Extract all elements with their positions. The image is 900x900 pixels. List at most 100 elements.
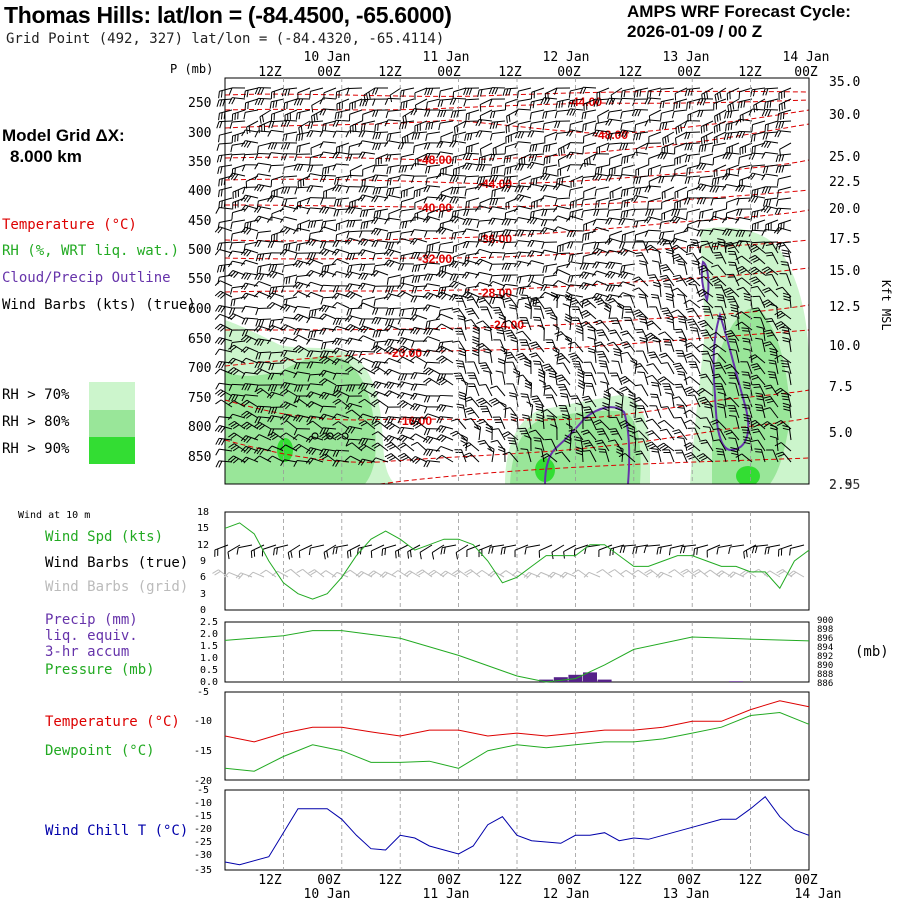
wind-barb [618, 174, 636, 182]
wind-barb-true [764, 544, 781, 555]
wind-barb [399, 219, 415, 230]
wind-barb [489, 230, 506, 240]
wind-barb [227, 172, 246, 181]
wind-barb [761, 186, 779, 194]
wind-barb [389, 87, 402, 103]
wind-barb [254, 205, 272, 214]
mb-tick-888: 888 [817, 670, 833, 680]
wind-barb [357, 357, 376, 364]
wind-barb [449, 174, 467, 183]
wind-barb [358, 318, 376, 326]
wind-barb [488, 87, 506, 95]
wind-barb [397, 452, 415, 463]
wind-barb-true [273, 544, 289, 556]
wind-barb [748, 354, 766, 364]
kft-axis-title: Kft MSL [879, 280, 893, 331]
wind-barb [426, 241, 441, 253]
wind-barb [215, 448, 233, 456]
wind-barb [769, 303, 779, 320]
wind-barb [635, 164, 649, 177]
wind-barb [318, 313, 337, 321]
wind-barb [254, 97, 272, 106]
wind-barb [305, 269, 324, 277]
wind-barb [616, 390, 624, 408]
wind-barb [774, 442, 792, 452]
wind-barb [633, 363, 649, 375]
wind-barb [560, 392, 571, 408]
wind-barb [712, 153, 727, 165]
wind-barb [464, 319, 480, 331]
wind-barb [280, 153, 298, 161]
wind-barb [609, 186, 623, 200]
wind-barb [357, 302, 376, 309]
wind-barb [684, 131, 701, 140]
wind-barb [396, 381, 415, 389]
wind-barb [658, 230, 675, 240]
wind-barb [435, 345, 454, 354]
wind-barb-true [598, 544, 613, 557]
wind-barb [639, 337, 649, 353]
wind-barb-grid [284, 568, 301, 578]
wind-barb [726, 273, 740, 287]
wind-barb [358, 140, 376, 147]
mb-tick-898: 898 [817, 625, 833, 635]
wind-barb [579, 262, 597, 271]
wind-barb [243, 219, 259, 230]
wind-barb [386, 131, 402, 141]
wind-barb [410, 326, 428, 335]
wind-barb [483, 348, 493, 364]
wind-barb [436, 404, 454, 412]
pressure-ticks: 250 300 350 400 450 500 550 600 650 700 … [188, 96, 211, 465]
wind-barb [723, 363, 740, 375]
wind-barb [319, 432, 337, 441]
wind-barb [658, 87, 675, 97]
wind-barb [216, 142, 233, 151]
wind-barb [465, 296, 480, 309]
wind-barb-true [323, 544, 337, 560]
wind-barb [607, 197, 623, 208]
wind-barb [240, 346, 259, 354]
wind-barb [241, 164, 259, 172]
wind-barb [519, 339, 532, 353]
wind-barb [229, 120, 246, 129]
wind-barb [748, 195, 766, 204]
wind-barb [569, 197, 584, 210]
wind-barb-grid [523, 571, 541, 579]
wind-barb [739, 142, 753, 156]
wind-barb [479, 98, 493, 112]
wind-barb [682, 226, 701, 233]
wind-barb [587, 336, 597, 353]
wind-barb [761, 140, 779, 149]
wind-barb [411, 131, 428, 140]
wind-barb-grid [296, 568, 313, 578]
wind-barb [474, 183, 493, 191]
wind-barb [345, 438, 363, 446]
wind-barb [423, 406, 441, 414]
wind-barb [683, 299, 701, 309]
legend-rh90-label: RH > 90% [2, 441, 70, 457]
wind-barb-true [514, 544, 529, 558]
wind-barb [216, 120, 233, 129]
wind-barb [738, 87, 753, 99]
wind-barb [423, 283, 441, 290]
wind-tick-15: 15 [197, 523, 209, 534]
wind-barb [214, 226, 233, 234]
wind-barb [501, 283, 519, 291]
wind-barb [398, 120, 415, 130]
wind-barb [294, 153, 311, 162]
wind-barb [487, 280, 506, 288]
wind-barb [529, 142, 545, 153]
wind-barb [749, 374, 766, 386]
wind-barb [596, 350, 610, 364]
wind-barb [750, 208, 766, 220]
wind-barb [753, 317, 766, 331]
wind-barbs-main [214, 86, 792, 468]
wind-barb [557, 383, 571, 397]
wind-barb [383, 248, 402, 257]
wind-barb [514, 141, 532, 149]
wind-barb [292, 259, 311, 268]
wind-barb [435, 193, 454, 202]
wind-barb [333, 197, 350, 207]
wind-barb [544, 131, 558, 144]
wind-barb-grid [247, 571, 265, 578]
